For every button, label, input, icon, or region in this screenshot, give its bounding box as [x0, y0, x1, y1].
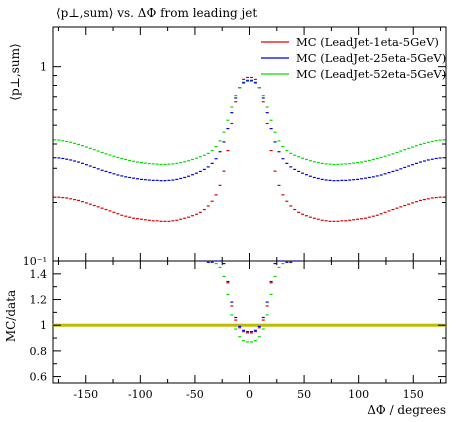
y-tick-label: 1: [40, 61, 47, 74]
main-plot-panel: 1 10⁻¹ ⟨p⊥,sum⟩: [8, 26, 447, 268]
y-tick-label: 10⁻¹: [23, 255, 47, 268]
ratio-plot-panel: 1.4 1.2 1 0.8 0.6 -150 -100 -50 0 50 100 150 MC/da…: [4, 260, 447, 401]
x-axis: -150 -100 -50 0 50 100 150: [57, 261, 442, 401]
ratio-series-3: [214, 262, 285, 343]
chart-title: ⟨p⊥,sum⟩ vs. ΔΦ from leading jet: [56, 6, 257, 20]
ratio-series-2: [198, 260, 301, 333]
x-tick-label: -150: [73, 388, 98, 401]
ratio-y-tick-label: 1: [40, 319, 47, 332]
ratio-y-tick-label: 0.8: [30, 345, 48, 358]
ratio-y-tick-label: 0.6: [30, 371, 48, 384]
x-tick-label: 100: [348, 388, 369, 401]
x-tick-label: -100: [128, 388, 153, 401]
ratio-reference-line: [53, 323, 446, 327]
ratio-y-tick-label: 1.2: [30, 294, 48, 307]
x-tick-label: 50: [297, 388, 311, 401]
main-y-axis: 1 10⁻¹: [23, 61, 446, 268]
legend-label: MC (LeadJet-25eta-5GeV): [296, 51, 446, 65]
x-tick-label: -50: [186, 388, 204, 401]
main-x-axis-ticks: [57, 27, 442, 261]
x-tick-label: 0: [246, 388, 253, 401]
legend-label: MC (LeadJet-52eta-5GeV): [296, 67, 446, 81]
y-axis-label: ⟨p⊥,sum⟩: [8, 43, 22, 100]
series-3: [53, 80, 446, 166]
ratio-series-group: [198, 260, 301, 343]
ratio-y-tick-label: 1.4: [30, 268, 48, 281]
legend: MC (LeadJet-1eta-5GeV) MC (LeadJet-25eta-…: [261, 35, 446, 81]
ratio-series-1: [226, 282, 273, 334]
legend-label: MC (LeadJet-1eta-5GeV): [296, 35, 439, 49]
x-axis-label: ΔΦ / degrees: [367, 403, 446, 417]
series-1: [53, 76, 446, 222]
main-series-group: [53, 76, 446, 222]
ratio-reference-band: [53, 323, 446, 327]
x-tick-label: 150: [403, 388, 424, 401]
series-2: [53, 79, 446, 182]
ratio-plot-frame: [52, 260, 447, 384]
ratio-y-axis: 1.4 1.2 1 0.8 0.6: [30, 268, 446, 384]
ratio-y-axis-label: MC/data: [4, 290, 18, 342]
